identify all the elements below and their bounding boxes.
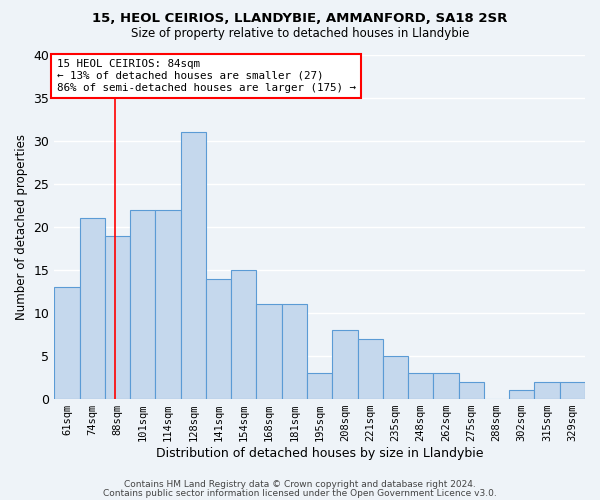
Bar: [458, 382, 484, 399]
Text: Size of property relative to detached houses in Llandybie: Size of property relative to detached ho…: [131, 28, 469, 40]
Bar: [282, 304, 307, 399]
X-axis label: Distribution of detached houses by size in Llandybie: Distribution of detached houses by size …: [156, 447, 484, 460]
Text: 15 HEOL CEIRIOS: 84sqm
← 13% of detached houses are smaller (27)
86% of semi-det: 15 HEOL CEIRIOS: 84sqm ← 13% of detached…: [57, 60, 356, 92]
Bar: [535, 382, 560, 399]
Bar: [80, 218, 105, 399]
Bar: [408, 374, 433, 399]
Bar: [54, 288, 80, 399]
Bar: [206, 278, 231, 399]
Bar: [231, 270, 256, 399]
Y-axis label: Number of detached properties: Number of detached properties: [15, 134, 28, 320]
Text: 15, HEOL CEIRIOS, LLANDYBIE, AMMANFORD, SA18 2SR: 15, HEOL CEIRIOS, LLANDYBIE, AMMANFORD, …: [92, 12, 508, 26]
Text: Contains public sector information licensed under the Open Government Licence v3: Contains public sector information licen…: [103, 488, 497, 498]
Text: Contains HM Land Registry data © Crown copyright and database right 2024.: Contains HM Land Registry data © Crown c…: [124, 480, 476, 489]
Bar: [358, 339, 383, 399]
Bar: [105, 236, 130, 399]
Bar: [433, 374, 458, 399]
Bar: [332, 330, 358, 399]
Bar: [130, 210, 155, 399]
Bar: [509, 390, 535, 399]
Bar: [560, 382, 585, 399]
Bar: [383, 356, 408, 399]
Bar: [155, 210, 181, 399]
Bar: [256, 304, 282, 399]
Bar: [307, 374, 332, 399]
Bar: [181, 132, 206, 399]
